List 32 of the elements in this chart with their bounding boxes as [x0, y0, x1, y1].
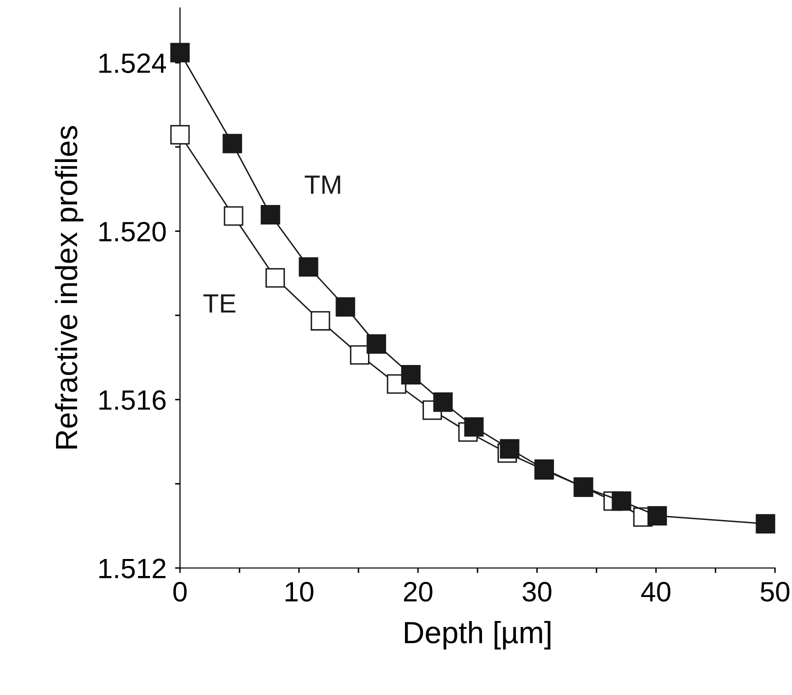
x-axis-title: Depth [µm]: [404, 620, 550, 650]
x-tick-label: 50: [760, 582, 790, 602]
point: [170, 125, 190, 144]
point: [224, 206, 244, 226]
x-tick-label: 40: [641, 582, 670, 602]
series-label: TM: [304, 176, 340, 194]
y-axis-title: Refractive index profiles: [54, 126, 84, 449]
point: [260, 205, 280, 224]
x-tick-label: 10: [286, 582, 314, 602]
point: [464, 417, 484, 437]
point: [310, 311, 330, 331]
y-tick-label: 1.512: [99, 558, 166, 578]
point: [647, 506, 667, 526]
x-tick-label: 20: [404, 582, 432, 602]
point: [298, 257, 318, 277]
y-tick-label: 1.520: [99, 222, 166, 242]
point: [500, 439, 520, 459]
point: [265, 268, 285, 288]
point: [612, 491, 632, 511]
point: [401, 365, 421, 384]
point: [366, 334, 386, 354]
point: [170, 42, 190, 62]
point: [756, 514, 776, 534]
point: [433, 392, 453, 412]
point: [350, 345, 370, 365]
x-tick-label: 30: [522, 582, 552, 602]
series-label: TE: [203, 294, 236, 312]
y-tick-label: 1.516: [99, 390, 166, 410]
x-tick-label: 0: [173, 582, 187, 602]
y-tick-label: 1.524: [99, 53, 166, 74]
point: [336, 297, 356, 317]
point: [222, 134, 242, 154]
